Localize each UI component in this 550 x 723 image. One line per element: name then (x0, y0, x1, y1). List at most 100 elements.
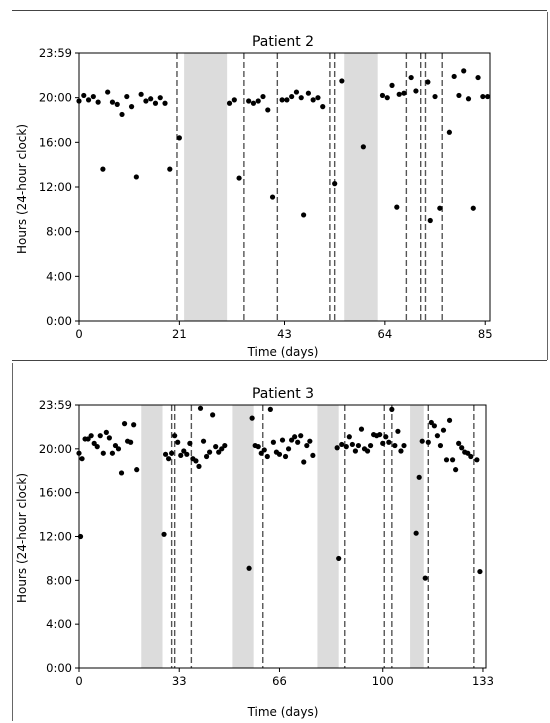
data-point (437, 442, 444, 449)
shaded-period (410, 405, 424, 668)
data-point (246, 98, 252, 104)
data-point (167, 166, 173, 172)
data-point (480, 93, 486, 100)
data-point (310, 452, 316, 459)
data-point (264, 453, 270, 460)
data-point (419, 438, 425, 444)
data-point (128, 439, 134, 445)
y-tick-label: 8:00 (46, 225, 72, 239)
y-tick-label: 0:00 (46, 314, 72, 328)
data-point (175, 439, 181, 445)
shaded-period (317, 405, 339, 668)
data-point (446, 129, 452, 135)
y-tick-label: 20:00 (39, 91, 72, 105)
data-point (105, 89, 111, 95)
data-point (310, 97, 316, 103)
data-point (176, 135, 182, 141)
x-tick-label: 100 (372, 674, 394, 688)
x-tick-label: 133 (472, 674, 494, 688)
data-point (301, 459, 307, 465)
data-point (255, 444, 261, 450)
data-point (427, 217, 433, 224)
data-point (181, 448, 187, 454)
shaded-period (344, 53, 378, 321)
x-tick-label: 43 (277, 327, 292, 341)
data-point (207, 449, 213, 455)
data-point (231, 97, 237, 103)
data-point (152, 100, 159, 106)
data-point (197, 405, 204, 411)
data-point (109, 99, 116, 105)
data-point (100, 166, 106, 172)
data-point (276, 451, 283, 457)
data-point (320, 104, 326, 110)
data-point (413, 88, 419, 94)
data-point (172, 433, 178, 439)
data-point (343, 444, 349, 450)
data-point (477, 568, 483, 575)
chart-title: Patient 3 (252, 386, 314, 402)
y-tick-label: 23:59 (39, 398, 72, 412)
y-tick-label: 4:00 (46, 617, 72, 631)
data-point (284, 97, 290, 103)
data-point (138, 91, 144, 97)
data-point (216, 449, 222, 455)
data-point (246, 565, 252, 571)
data-point (260, 93, 266, 100)
data-point (200, 438, 207, 444)
x-axis-label: Time (days) (247, 705, 319, 719)
data-point (79, 456, 85, 462)
data-point (386, 439, 392, 445)
data-point (270, 439, 276, 445)
data-point (295, 439, 301, 445)
data-point (267, 406, 273, 412)
data-point (434, 433, 441, 439)
data-point (304, 442, 310, 449)
data-point (465, 450, 471, 456)
data-point (236, 175, 242, 181)
data-point (289, 437, 295, 443)
x-tick-label: 0 (75, 327, 82, 341)
data-point (166, 456, 172, 462)
data-point (255, 98, 261, 104)
data-point (187, 440, 193, 446)
data-point (485, 93, 491, 100)
data-point (282, 453, 289, 460)
data-point (383, 434, 389, 440)
x-tick-label: 0 (75, 674, 82, 688)
data-point (162, 100, 168, 106)
y-tick-label: 0:00 (46, 661, 72, 675)
data-point (339, 441, 345, 448)
data-point (97, 433, 103, 439)
right-border-line (547, 12, 548, 360)
data-point (157, 95, 163, 101)
data-point (380, 440, 386, 446)
y-tick-label: 16:00 (39, 135, 72, 149)
data-point (279, 97, 285, 103)
data-point (437, 205, 443, 211)
data-point (334, 445, 340, 451)
data-point (115, 446, 122, 452)
data-point (305, 90, 311, 96)
data-point (440, 427, 447, 433)
data-point (133, 174, 139, 180)
data-point (339, 78, 345, 84)
data-point (265, 107, 271, 113)
data-point (394, 204, 400, 210)
y-tick-label: 12:00 (39, 180, 72, 194)
data-point (360, 144, 366, 150)
data-point (425, 79, 431, 85)
data-point (114, 101, 120, 107)
data-point (443, 457, 450, 463)
data-point (106, 435, 112, 441)
data-point (470, 205, 476, 211)
top-border-line (12, 10, 547, 11)
data-point (178, 452, 184, 459)
data-point (364, 448, 371, 454)
data-point (416, 474, 422, 480)
y-tick-label: 4:00 (46, 269, 72, 283)
data-point (90, 93, 96, 100)
data-point (143, 98, 149, 104)
chart-patient-2: Patient 2 Time (days) Hours (24-hour clo… (15, 34, 493, 359)
data-point (148, 96, 154, 102)
